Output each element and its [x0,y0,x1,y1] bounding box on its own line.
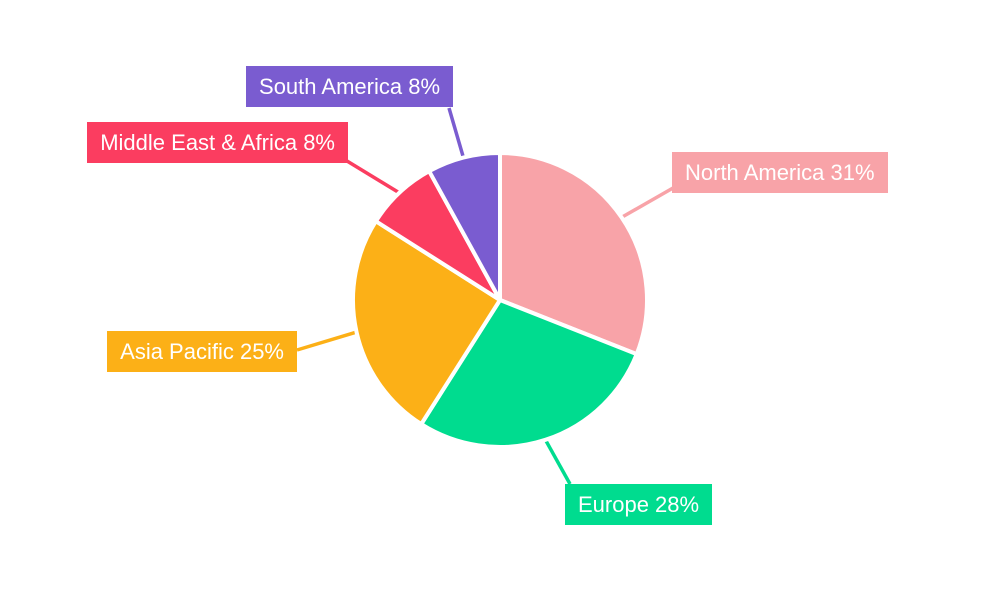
label-europe: Europe 28% [565,484,713,525]
pie-slices [351,151,649,449]
pie-slice-south-america[interactable] [427,151,502,302]
leader-line-asia-pacific [296,330,358,352]
label-north-america: North America 31% [672,152,888,193]
leader-line-south-america [447,107,466,159]
leader-line-europe [543,438,572,485]
pie-slice-north-america[interactable] [498,151,649,357]
pie-slice-europe[interactable] [419,298,639,449]
leader-line-north-america [620,186,674,219]
leader-line-middle-east-africa [346,159,401,195]
pie-slice-asia-pacific[interactable] [351,219,502,427]
label-south-america: South America 8% [246,66,453,107]
leader-lines [296,107,674,485]
label-asia-pacific: Asia Pacific 25% [107,331,297,372]
label-middle-east-africa: Middle East & Africa 8% [87,122,348,163]
